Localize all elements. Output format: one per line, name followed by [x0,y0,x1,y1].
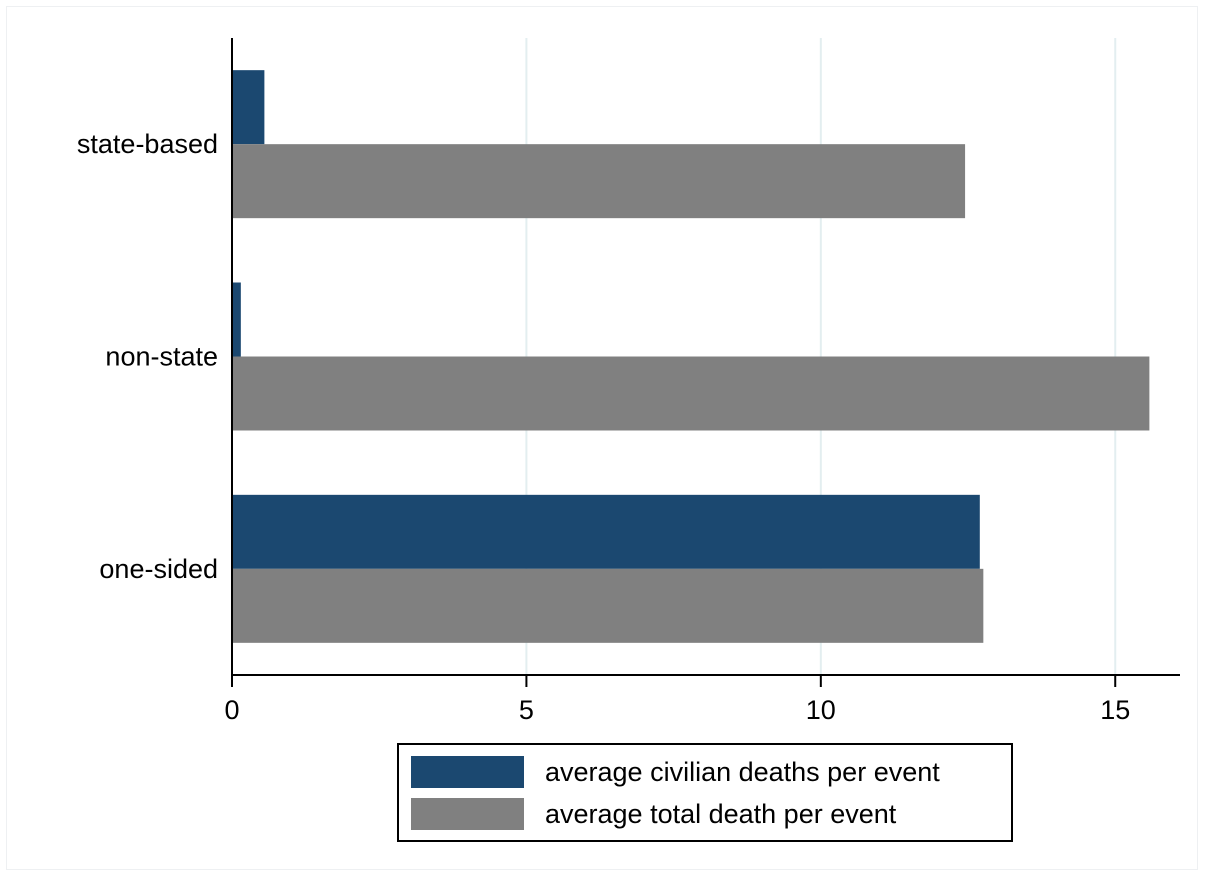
category-label-one-sided: one-sided [99,554,218,584]
legend-label-total: average total death per event [545,798,897,829]
legend-label-civilian: average civilian deaths per event [545,756,940,787]
x-tick-label: 0 [224,695,239,725]
x-tick-label: 15 [1100,695,1130,725]
legend-item-total: average total death per event [411,798,896,830]
bar-non-state-total [232,356,1150,431]
axes [231,38,1180,687]
bar-state-based-civilian [232,70,265,145]
x-tick-label: 10 [806,695,836,725]
tick-labels: state-based non-state one-sided 0 5 10 15 [77,129,1130,725]
chart-frame [6,6,1198,870]
bar-one-sided-civilian [232,494,980,569]
legend-swatch-total [411,798,524,830]
x-tick-label: 5 [519,695,534,725]
bar-state-based-total [232,144,966,219]
bars [232,70,1150,643]
bar-non-state-civilian [232,282,241,357]
legend-item-civilian: average civilian deaths per event [411,756,940,788]
bar-one-sided-total [232,568,984,643]
category-label-non-state: non-state [105,342,218,372]
legend-swatch-civilian [411,756,524,788]
category-label-state-based: state-based [77,129,218,159]
legend: average civilian deaths per event averag… [397,743,1013,842]
